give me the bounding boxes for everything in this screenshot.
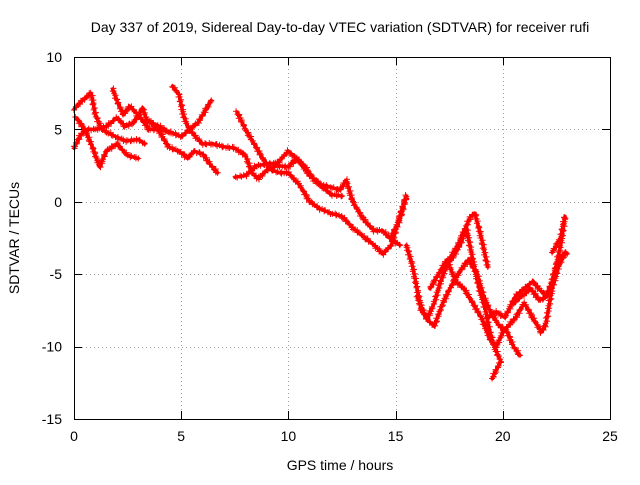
y-axis-label: SDTVAR / TECUs <box>6 182 22 294</box>
y-tick-label: 10 <box>46 49 62 65</box>
series-track-14 <box>510 249 571 307</box>
series-plus-markers <box>145 118 221 176</box>
series-plus-markers <box>510 249 571 307</box>
axis-ticks: 0 5 10 15 20 25 -15 -10 -5 0 5 10 <box>42 49 618 444</box>
y-tick-label: -5 <box>50 266 63 282</box>
x-tick-label: 0 <box>70 428 78 444</box>
y-tick-label: -15 <box>42 411 62 427</box>
series-plus-markers <box>427 249 568 351</box>
series-plus-markers <box>72 114 142 171</box>
x-axis-label: GPS time / hours <box>287 457 394 473</box>
y-tick-label: 0 <box>54 194 62 210</box>
x-tick-label: 25 <box>602 428 618 444</box>
chart-title: Day 337 of 2019, Sidereal Day-to-day VTE… <box>91 19 590 35</box>
y-tick-label: -10 <box>42 339 62 355</box>
x-tick-label: 15 <box>388 428 404 444</box>
data-points <box>70 83 571 382</box>
x-tick-label: 20 <box>495 428 511 444</box>
series-plus-markers <box>233 108 410 258</box>
y-tick-label: 5 <box>54 121 62 137</box>
series-track-6 <box>145 118 221 176</box>
series-track-8 <box>233 108 410 258</box>
x-tick-label: 5 <box>177 428 185 444</box>
series-plus-markers <box>109 85 215 140</box>
series-plus-markers <box>232 147 403 249</box>
x-tick-label: 10 <box>281 428 297 444</box>
grid-lines <box>74 57 610 419</box>
series-track-12 <box>427 249 568 351</box>
plot-frame <box>74 57 611 420</box>
series-track-3 <box>72 114 142 171</box>
